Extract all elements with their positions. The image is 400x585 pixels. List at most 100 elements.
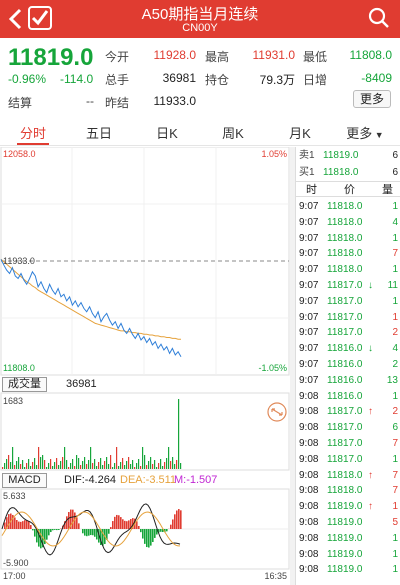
macd-bar (34, 529, 36, 537)
intraday-chart[interactable]: 12058.0 1.05% 11933.0 11808.0 -1.05% 168… (0, 147, 290, 585)
search-icon[interactable] (368, 7, 390, 29)
volume-bar (50, 459, 52, 469)
volume-bar (174, 464, 176, 469)
volume-bar (66, 460, 68, 469)
tab-monthly-k[interactable]: 月K (289, 126, 311, 141)
trade-time: 9:08 (299, 469, 319, 481)
macd-bar (28, 521, 30, 529)
volume-bar (170, 461, 172, 469)
trade-volume: 2 (392, 327, 398, 339)
field-value: 11808.0 (349, 48, 393, 62)
trade-volume: 1 (392, 264, 398, 276)
macd-bar (58, 529, 60, 530)
trade-price: 11818.0 (327, 232, 363, 244)
macd-m-value: M:-1.507 (174, 474, 218, 486)
trade-volume: 13 (386, 374, 398, 386)
macd-axis-top: 5.633 (3, 491, 26, 501)
macd-bar (88, 529, 90, 536)
volume-total: 36981 (66, 378, 97, 390)
trade-row: 9:07 11817.0 1 (296, 294, 400, 310)
trade-price: 11816.0 (327, 359, 363, 370)
volume-bar (72, 459, 74, 469)
tab-daily-k[interactable]: 日K (156, 126, 178, 141)
orderbook-side: 卖1 (299, 150, 315, 161)
arrow-up-icon: ↑ (368, 406, 373, 418)
arrow-up-icon: ↑ (368, 469, 373, 481)
field-label: 最高 (205, 50, 230, 64)
trade-volume: 2 (392, 359, 398, 370)
more-button[interactable]: 更多 (353, 90, 391, 108)
macd-bar (122, 519, 124, 529)
trade-volume: 11 (387, 280, 398, 291)
field-value: 11933.0 (153, 94, 197, 108)
trade-time: 9:07 (299, 374, 319, 386)
volume-bar (90, 447, 92, 469)
volume-indicator-button[interactable]: 成交量 (2, 377, 47, 392)
tab-five-day[interactable]: 五日 (85, 126, 112, 141)
orderbook-price: 11818.0 (323, 167, 359, 178)
macd-bar (4, 522, 6, 529)
trade-volume: 1 (392, 532, 398, 544)
volume-bar (34, 458, 36, 469)
macd-bar (178, 509, 180, 529)
trade-row: 9:07 11818.0 4 (296, 215, 400, 231)
macd-bar (152, 529, 154, 543)
tab-more-label: 更多 (346, 126, 373, 141)
tab-weekly-k[interactable]: 周K (222, 126, 244, 141)
trade-panel: 卖1 11819.0 6 买1 11818.0 6 时 价 量 9:07 1181… (295, 147, 400, 585)
trade-row: 9:07 11817.0 1 (296, 310, 400, 326)
checkbox-icon[interactable] (28, 6, 52, 30)
change-percent: -0.96% (8, 72, 47, 86)
volume-bar (106, 457, 108, 469)
volume-bar (44, 460, 46, 469)
macd-bar (74, 512, 76, 529)
trade-row: 9:08 11819.0 ↑ 1 (296, 499, 400, 515)
trade-price: 11819.0 (327, 548, 363, 560)
volume-bar (162, 466, 164, 469)
volume-bar (118, 466, 120, 469)
trade-time: 9:08 (299, 517, 319, 528)
macd-indicator-button[interactable]: MACD (2, 473, 47, 488)
volume-bar (86, 464, 88, 469)
macd-bar (66, 516, 68, 529)
time-axis-end: 16:35 (264, 571, 287, 581)
volume-bar (126, 461, 128, 469)
panel-divider[interactable] (290, 147, 295, 585)
macd-bar (120, 517, 122, 529)
macd-bar (54, 529, 56, 530)
volume-bar (88, 460, 90, 469)
tab-more[interactable]: 更多 ▼ (340, 123, 390, 142)
macd-bar (106, 529, 108, 540)
orderbook-bid-row: 买1 11818.0 6 (296, 165, 400, 181)
macd-bar (156, 529, 158, 535)
macd-bar (150, 529, 152, 546)
header-time: 时 (306, 184, 317, 196)
trade-price: 11819.0 (327, 564, 363, 576)
macd-bar (24, 520, 26, 529)
macd-dif-value: DIF:-4.264 (64, 474, 116, 486)
field-label: 最低 (303, 50, 328, 64)
field-label: 持仓 (205, 73, 230, 87)
tab-intraday[interactable]: 分时 (19, 126, 46, 141)
series-average-line (0, 258, 181, 340)
trade-time: 9:08 (299, 453, 319, 465)
trade-volume: 1 (392, 232, 398, 244)
macd-bar (22, 521, 24, 529)
volume-bar (64, 447, 66, 469)
trade-price: 11817.0 (327, 280, 363, 291)
rotate-icon[interactable] (267, 402, 287, 422)
trade-row: 9:07 11818.0 7 (296, 246, 400, 262)
volume-bar (154, 460, 156, 469)
trade-price: 11819.0 (327, 532, 363, 544)
trade-volume: 1 (392, 548, 398, 560)
volume-bar (20, 464, 22, 469)
field-value: -8409 (361, 71, 392, 85)
trade-row: 9:07 11816.0 ↓ 4 (296, 341, 400, 357)
macd-bar (110, 527, 112, 529)
volume-bar (172, 457, 174, 469)
trade-price: 11818.0 (327, 201, 363, 212)
chevron-left-icon[interactable] (6, 7, 26, 31)
trade-time: 9:08 (299, 390, 319, 402)
arrow-down-icon: ↓ (368, 343, 373, 355)
settle-value: -- (86, 94, 94, 108)
